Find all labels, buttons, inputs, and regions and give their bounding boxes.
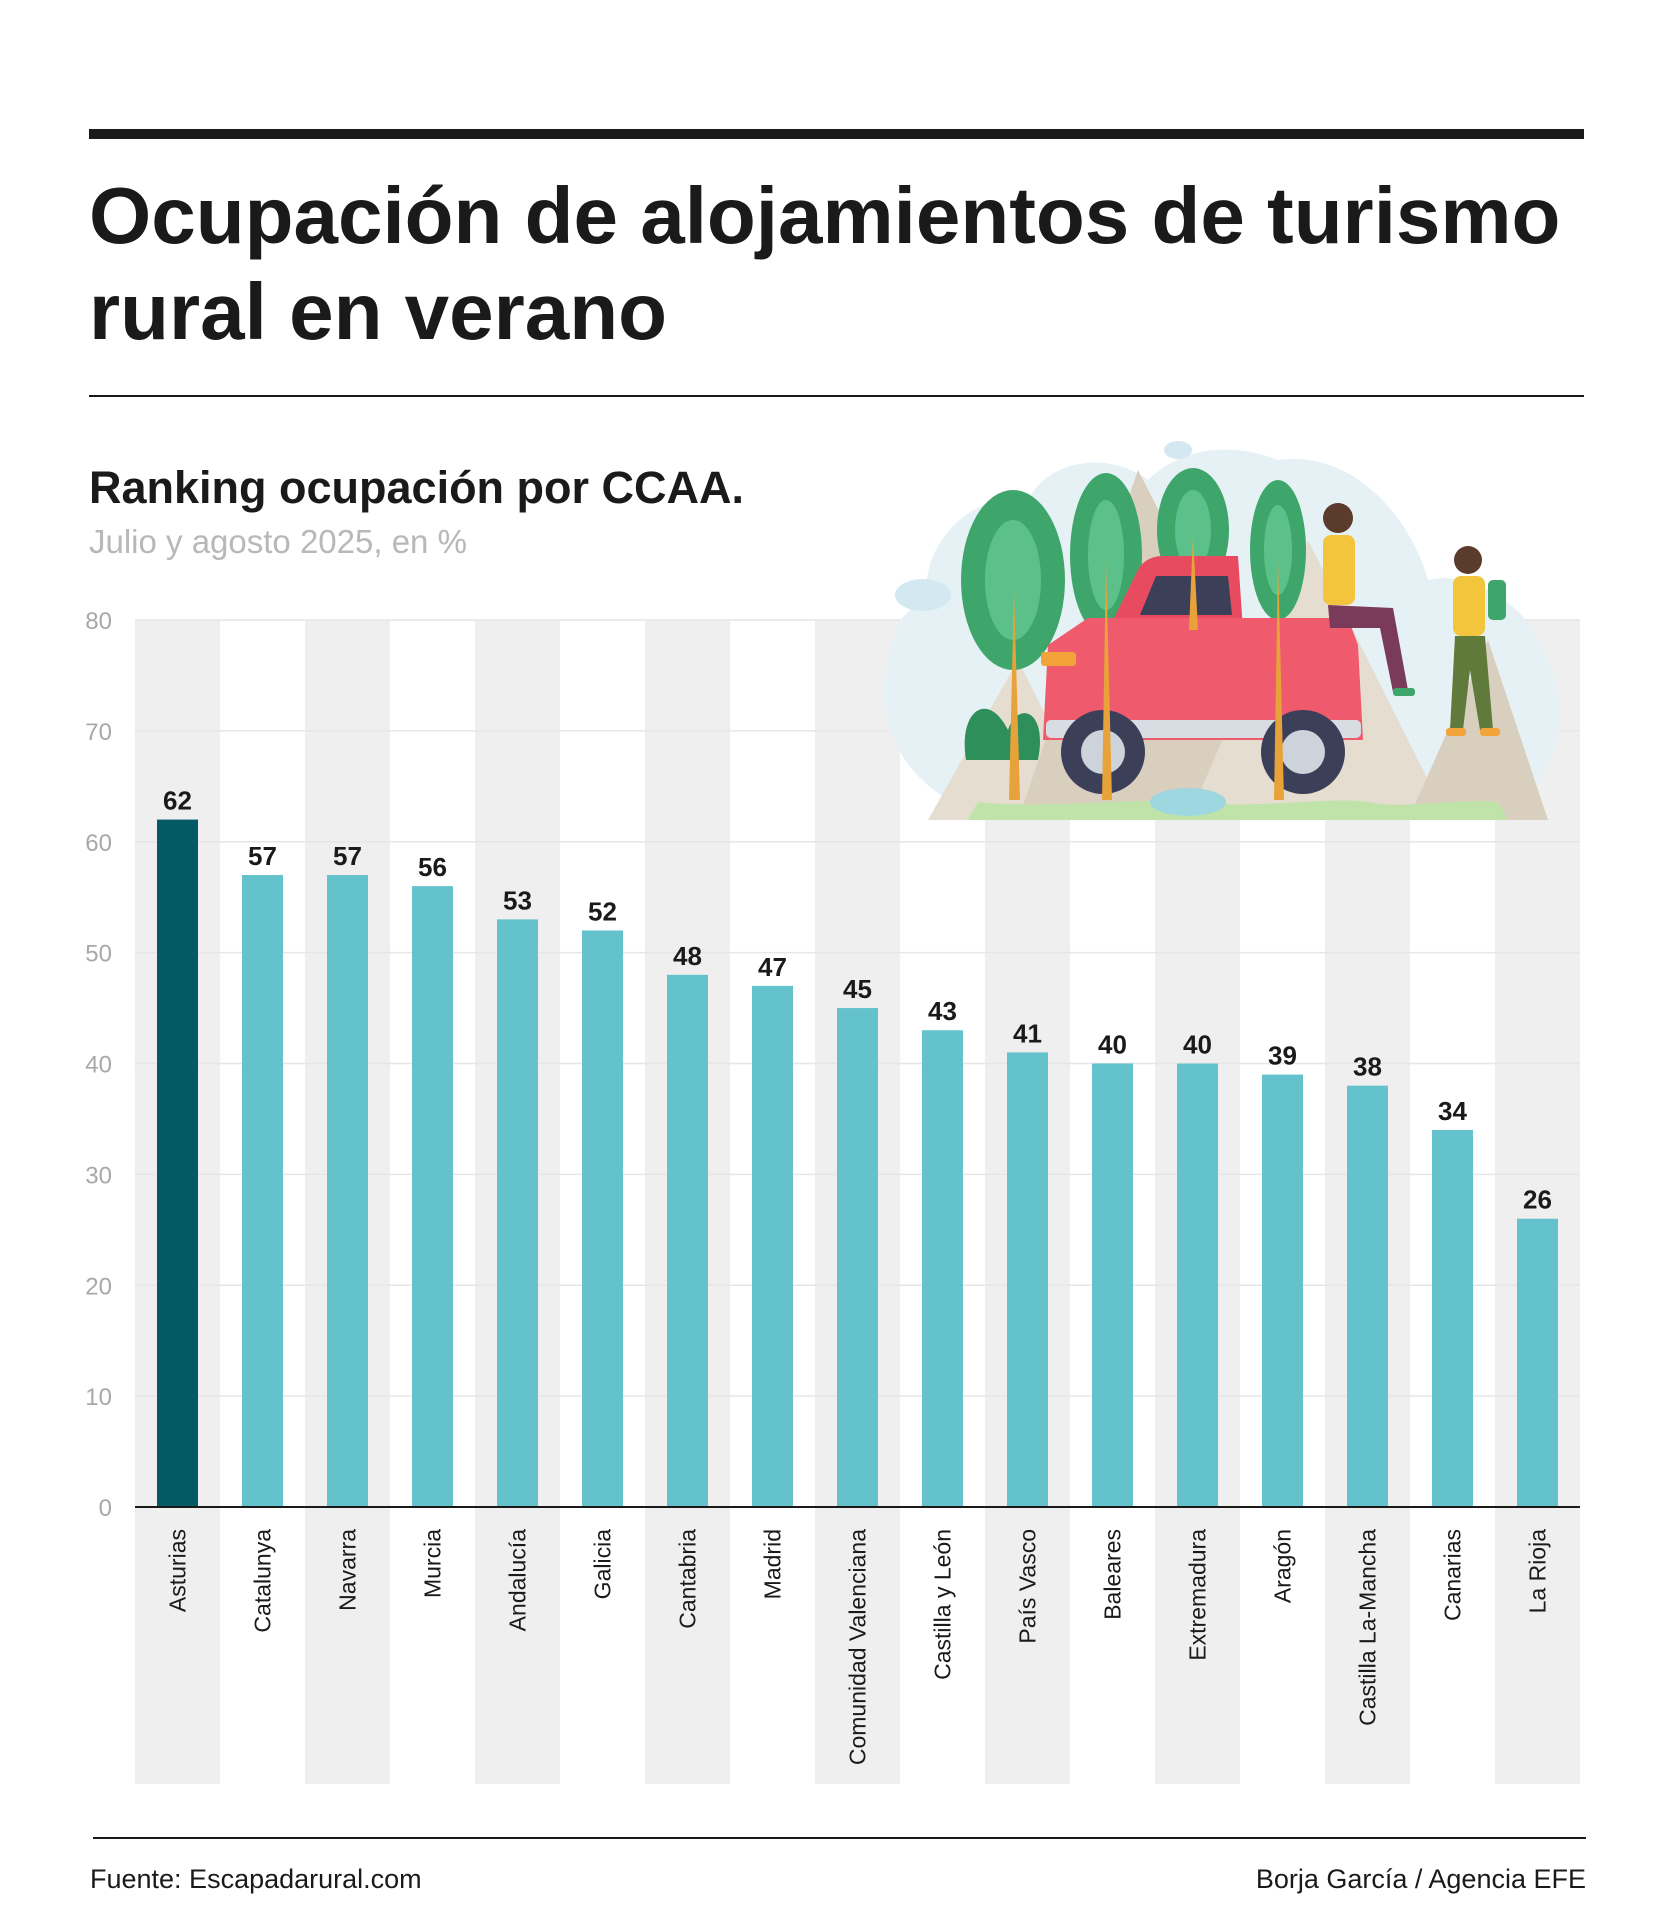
data-label: 38 <box>1353 1052 1382 1082</box>
trees <box>961 468 1306 760</box>
x-tick-label: Aragón <box>1270 1529 1296 1603</box>
data-label: 45 <box>843 974 872 1004</box>
x-tick-label: Baleares <box>1100 1529 1126 1620</box>
tree-trunks <box>1009 535 1284 800</box>
data-label: 47 <box>758 952 787 982</box>
data-label: 56 <box>418 852 447 882</box>
x-tick-label: Castilla y León <box>930 1529 956 1680</box>
x-axis-labels: Asturias Catalunya Navarra Murcia Andalucía G… <box>165 1529 1551 1765</box>
x-tick-label: Madrid <box>760 1529 786 1599</box>
source-note: Fuente: Escapadarural.com <box>90 1864 422 1894</box>
bar-chart: 0 10 20 30 40 50 60 70 80 62 57 57 56 53 52 48 47 45 43 41… <box>85 608 1580 1784</box>
y-tick-label: 30 <box>85 1162 112 1189</box>
x-tick-label: La Rioja <box>1525 1529 1551 1614</box>
bar <box>327 875 368 1507</box>
bars <box>157 819 1558 1507</box>
data-label: 41 <box>1013 1018 1042 1048</box>
data-label: 40 <box>1098 1030 1127 1060</box>
data-label: 39 <box>1268 1041 1297 1071</box>
y-tick-label: 10 <box>85 1384 112 1411</box>
bar <box>1092 1063 1133 1507</box>
data-label: 53 <box>503 885 532 915</box>
data-label: 62 <box>163 786 192 816</box>
x-tick-label: Castilla La-Mancha <box>1355 1529 1381 1726</box>
x-tick-label: Asturias <box>165 1529 191 1612</box>
data-label: 40 <box>1183 1030 1212 1060</box>
bar <box>1347 1085 1388 1507</box>
data-label: 57 <box>248 841 277 871</box>
bar <box>837 1008 878 1507</box>
data-labels: 62 57 57 56 53 52 48 47 45 43 41 40 40 39 38 34 26 <box>163 786 1552 1215</box>
data-label: 57 <box>333 841 362 871</box>
y-axis-ticks: 0 10 20 30 40 50 60 70 80 <box>85 608 112 1522</box>
chart-subtitle: Julio y agosto 2025, en % <box>89 523 467 560</box>
y-tick-label: 20 <box>85 1273 112 1300</box>
bar <box>157 819 198 1507</box>
credit-note: Borja García / Agencia EFE <box>1255 1864 1586 1894</box>
y-tick-label: 60 <box>85 830 112 857</box>
bar <box>1517 1218 1558 1507</box>
bar <box>582 930 623 1507</box>
y-tick-label: 50 <box>85 941 112 968</box>
bar <box>242 875 283 1507</box>
bar <box>497 919 538 1507</box>
bar <box>1177 1063 1218 1507</box>
data-label: 34 <box>1438 1096 1467 1126</box>
bar <box>922 1030 963 1507</box>
x-tick-label: Andalucía <box>505 1529 531 1632</box>
y-tick-label: 80 <box>85 608 112 635</box>
x-tick-label: Navarra <box>335 1529 361 1611</box>
data-label: 48 <box>673 941 702 971</box>
title-divider <box>89 395 1584 397</box>
x-tick-label: País Vasco <box>1015 1529 1041 1644</box>
x-tick-label: Extremadura <box>1185 1529 1211 1661</box>
bar <box>1262 1074 1303 1507</box>
x-tick-label: Galicia <box>590 1529 616 1600</box>
top-rule <box>89 129 1584 139</box>
illustration-rural-trip <box>883 441 1560 820</box>
y-tick-label: 70 <box>85 719 112 746</box>
bar <box>412 886 453 1507</box>
data-label: 43 <box>928 996 957 1026</box>
footer-divider <box>93 1837 1586 1839</box>
y-tick-label: 0 <box>99 1495 112 1522</box>
x-tick-label: Catalunya <box>250 1529 276 1633</box>
bar <box>1007 1052 1048 1507</box>
chart-title: Ranking ocupación por CCAA. <box>89 462 745 513</box>
y-tick-label: 40 <box>85 1052 112 1079</box>
x-tick-label: Comunidad Valenciana <box>845 1529 871 1765</box>
bar <box>667 974 708 1507</box>
x-tick-label: Cantabria <box>675 1529 701 1629</box>
data-label: 26 <box>1523 1185 1552 1215</box>
ground-grass <box>968 788 1508 820</box>
hikers <box>1323 503 1506 736</box>
data-label: 52 <box>588 896 617 926</box>
page-title: Ocupación de alojamientos de turismo rur… <box>89 171 1561 356</box>
bar <box>1432 1130 1473 1507</box>
bar <box>752 985 793 1507</box>
x-tick-label: Canarias <box>1440 1529 1466 1621</box>
x-tick-label: Murcia <box>420 1529 446 1598</box>
